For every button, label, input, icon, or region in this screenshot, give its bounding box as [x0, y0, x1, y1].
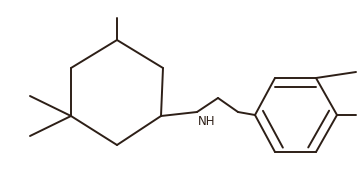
Text: NH: NH	[198, 115, 216, 128]
